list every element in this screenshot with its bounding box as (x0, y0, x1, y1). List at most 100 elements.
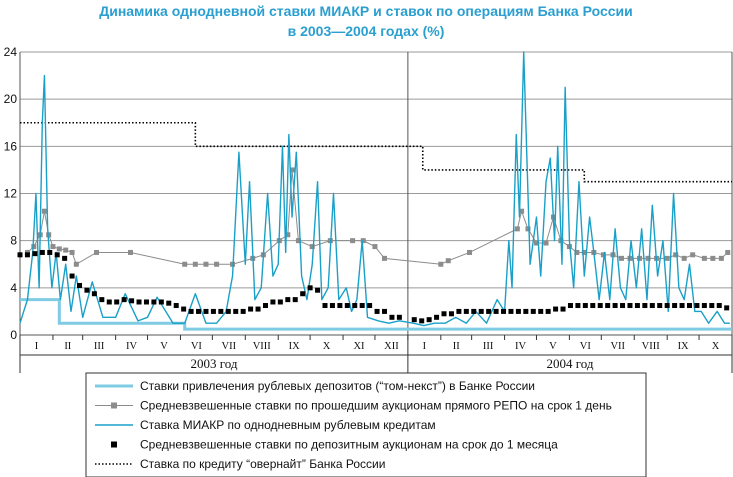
deposit-auction-marker (694, 303, 700, 309)
deposit-auction-marker (471, 308, 477, 314)
deposit-auction-marker (567, 303, 573, 309)
legend-box (85, 372, 647, 477)
year-label: 2003 год (190, 356, 237, 371)
gridlines (19, 51, 733, 336)
deposit-auction-marker (709, 303, 715, 309)
deposit-auction-marker (225, 308, 231, 314)
deposit-auction-marker (166, 300, 172, 306)
legend-label: Средневзвешенные ставки по депозитным ау… (140, 438, 558, 452)
deposit-auction-marker (32, 251, 38, 257)
deposit-auction-marker (17, 252, 23, 258)
repo-marker (63, 247, 69, 253)
month-label: II (64, 341, 71, 352)
deposit-auction-marker (62, 255, 68, 261)
deposit-auction-marker (91, 291, 97, 297)
deposit-auction-marker (39, 249, 45, 255)
deposit-auction-marker (448, 311, 454, 317)
repo-marker (182, 261, 188, 267)
deposit-auction-marker (501, 308, 507, 314)
deposit-auction-marker (493, 308, 499, 314)
deposit-auction-marker (255, 306, 261, 312)
deposit-auction-marker (84, 287, 90, 293)
series-overnight-rate-line (20, 121, 732, 183)
deposit-auction-marker (173, 303, 179, 309)
month-label: I (423, 341, 427, 352)
legend-item-miacr: Ставка МИАКР по однодневным рублевым кре… (95, 418, 436, 432)
deposit-auction-marker (538, 308, 544, 314)
deposit-auction-marker (590, 303, 596, 309)
deposit-auction-marker (426, 317, 432, 323)
month-label: XI (353, 341, 365, 352)
deposit-auction-marker (158, 299, 164, 305)
repo-marker (467, 249, 473, 255)
deposit-auction-marker (545, 308, 551, 314)
deposit-auction-marker (196, 308, 202, 314)
deposit-auction-marker (262, 303, 268, 309)
deposit-auction-marker (374, 308, 380, 314)
repo-marker (645, 255, 651, 261)
deposit-auction-marker (203, 308, 209, 314)
repo-marker (128, 249, 134, 255)
deposit-auction-marker (686, 303, 692, 309)
deposit-auction-marker (307, 285, 313, 291)
y-tick-label: 16 (4, 139, 18, 153)
repo-marker (56, 246, 62, 252)
deposit-auction-marker (77, 282, 83, 288)
repo-marker (203, 261, 209, 267)
month-label: II (453, 341, 460, 352)
year-label: 2004 год (546, 356, 593, 371)
month-label: X (712, 341, 720, 352)
deposit-auction-marker (367, 303, 373, 309)
deposit-auction-marker (441, 311, 447, 317)
legend-label: Ставки привлечения рублевых депозитов (“… (140, 379, 535, 393)
repo-marker (309, 244, 315, 250)
month-label: VIII (642, 341, 661, 352)
repo-marker (31, 244, 37, 250)
series-miacr-line (19, 51, 730, 327)
deposit-auction-marker (24, 252, 30, 258)
y-tick-label: 4 (10, 281, 17, 295)
repo-marker (701, 255, 707, 261)
legend-swatch-marker (111, 402, 117, 409)
deposit-auction-marker (114, 299, 120, 305)
repo-marker (600, 252, 606, 258)
repo-marker (372, 244, 378, 250)
deposit-auction-marker (337, 303, 343, 309)
deposit-auction-marker (389, 314, 395, 320)
legend-item-repo: Средневзвешенные ставки по прошедшим аук… (95, 399, 612, 413)
month-label: V (160, 341, 168, 352)
deposit-auction-marker (419, 318, 425, 324)
deposit-auction-marker (701, 303, 707, 309)
y-tick-label: 12 (4, 187, 18, 201)
month-label: XII (384, 341, 399, 352)
legend-item-tomnext: Ставки привлечения рублевых депозитов (“… (95, 379, 535, 393)
deposit-auction-marker (605, 303, 611, 309)
deposit-auction-marker (642, 303, 648, 309)
legend: Ставки привлечения рублевых депозитов (“… (85, 372, 647, 477)
repo-marker (519, 208, 525, 214)
month-label: X (323, 341, 331, 352)
series-tomnext-deposit-line (20, 298, 732, 331)
chart-title: Динамика однодневной ставки МИАКР и став… (99, 3, 633, 19)
deposit-auction-marker (396, 314, 402, 320)
repo-marker (581, 249, 587, 255)
y-tick-label: 20 (4, 92, 18, 106)
y-axis-ticks: 0 4 8 12 16 20 24 (4, 45, 18, 342)
repo-marker (94, 249, 100, 255)
deposit-auction-marker (352, 303, 358, 309)
repo-marker (41, 208, 47, 214)
y-tick-label: 8 (10, 234, 17, 248)
series-layer (17, 51, 732, 331)
y-tick-label: 0 (10, 328, 17, 342)
deposit-auction-marker (612, 303, 618, 309)
deposit-auction-marker (129, 298, 135, 304)
deposit-auction-marker (478, 308, 484, 314)
repo-marker (718, 255, 724, 261)
legend-item-overnight: Ставка по кредиту “овернайт” Банка Росси… (95, 457, 385, 471)
deposit-auction-marker (322, 303, 328, 309)
month-label: VII (610, 341, 625, 352)
repo-marker (664, 255, 670, 261)
repo-marker (725, 249, 731, 255)
y-tick-label: 24 (4, 45, 18, 59)
